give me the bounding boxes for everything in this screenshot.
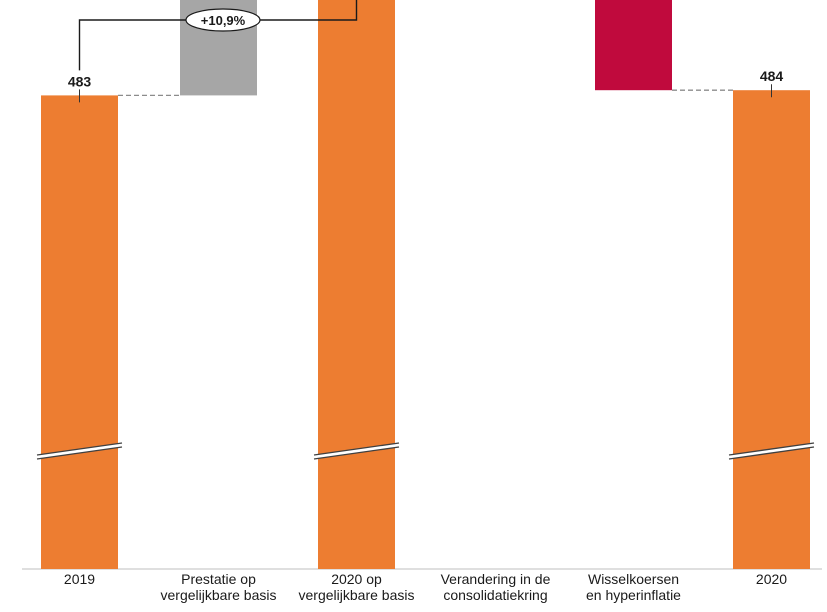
category-label-5: 2020: [756, 571, 787, 587]
category-label-4: Wisselkoersen en hyperinflatie: [586, 571, 681, 603]
bar-2: [318, 0, 395, 569]
growth-label: +10,9%: [201, 13, 246, 28]
axis-break-2: [313, 442, 400, 460]
growth-badge: [185, 8, 261, 32]
category-label-3: Verandering in de consolidatiekring: [441, 571, 551, 603]
category-label-2: 2020 op vergelijkbare basis: [299, 571, 415, 603]
category-label-0: 2019: [64, 571, 95, 587]
bar-5: [733, 90, 810, 569]
bar-4: [595, 0, 672, 91]
value-label-5: 484: [760, 68, 784, 84]
value-label-0: 483: [68, 73, 92, 89]
bar-0: [41, 95, 118, 570]
category-label-1: Prestatie op vergelijkbare basis: [161, 571, 277, 603]
axis-break-5: [728, 442, 815, 460]
axis-break-0: [36, 442, 123, 460]
